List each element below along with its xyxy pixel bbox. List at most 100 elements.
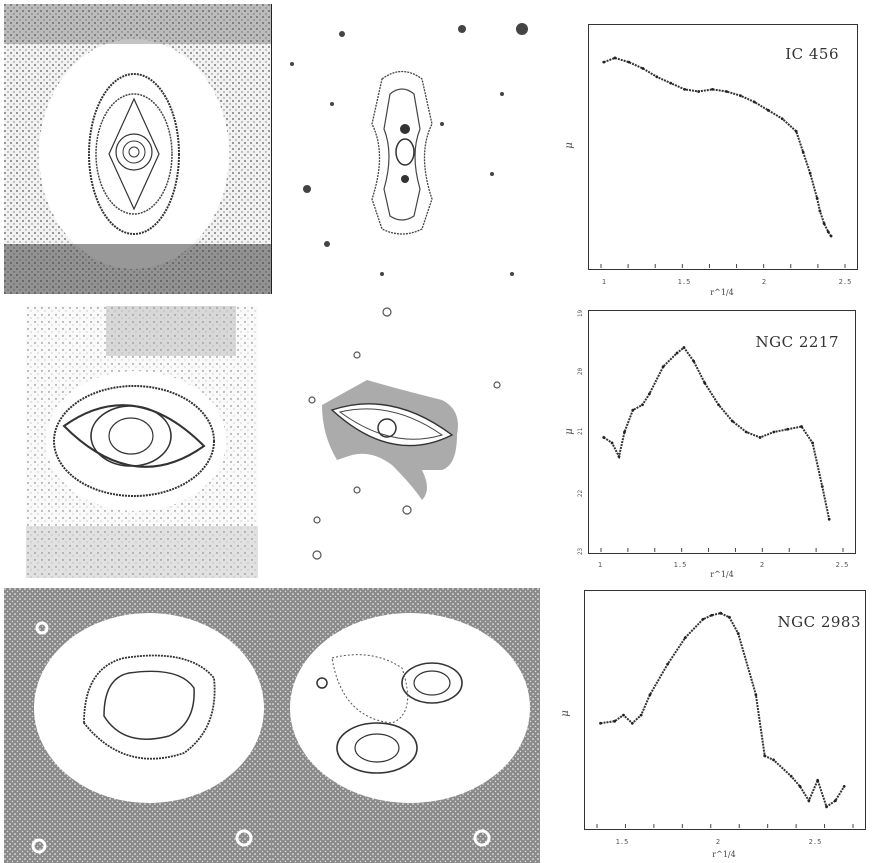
profile-point [717, 403, 720, 407]
ngc2983-xtick: 1.5 [615, 838, 629, 846]
ngc2217-profile-plot: NGC 2217 [588, 310, 856, 554]
ic456-contour-image-right [272, 4, 542, 294]
ngc2983-xtick: 2 [715, 838, 721, 846]
profile-point [825, 805, 828, 809]
profile-point [641, 67, 645, 70]
ngc2217-contour-image-left [26, 306, 258, 578]
ngc2217-xtick: 1.5 [673, 561, 687, 569]
profile-point [794, 129, 798, 133]
profile-point [811, 441, 814, 445]
profile-point [613, 56, 617, 60]
profile-point [623, 430, 626, 434]
ngc2983-xtick: 2.5 [808, 838, 822, 846]
profile-point [827, 517, 831, 521]
profile-point [815, 196, 819, 200]
profile-point [739, 94, 742, 98]
profile-point [648, 693, 652, 697]
profile-point [669, 81, 673, 85]
profile-point [630, 721, 634, 725]
contour-map [26, 306, 258, 578]
profile-point [820, 485, 824, 488]
profile-chart [600, 56, 846, 268]
profile-point [800, 425, 803, 428]
profile-point [682, 346, 686, 349]
profile-point [772, 430, 776, 434]
profile-point [725, 90, 728, 93]
profile-point [766, 108, 770, 112]
profile-point [631, 408, 635, 412]
profile-point [719, 611, 722, 615]
profile-point [772, 758, 775, 762]
profile-point [842, 785, 846, 788]
profile-point [833, 799, 837, 803]
profile-point [818, 209, 822, 213]
profile-point [816, 778, 820, 782]
profile-point [661, 365, 665, 368]
ngc2217-label: NGC 2217 [755, 333, 839, 351]
contour-map [4, 4, 272, 294]
ic456-ylabel: μ [563, 142, 575, 149]
ngc2217-contour-image-right [282, 300, 528, 580]
ic456-xtick: 2.5 [838, 278, 852, 286]
ngc2983-ylabel: μ [559, 710, 571, 717]
profile-point [754, 693, 758, 697]
ngc2983-label: NGC 2983 [777, 613, 861, 631]
profile-point [610, 441, 614, 445]
ngc2983-contour-image-left [4, 588, 272, 863]
profile-point [683, 636, 687, 640]
profile-point [701, 617, 705, 621]
profile-point [801, 150, 805, 154]
profile-line [603, 56, 832, 237]
ngc2217-ytick: 21 [577, 427, 585, 436]
profile-point [808, 171, 812, 175]
profile-point [617, 455, 621, 458]
profile-point [692, 359, 696, 363]
ic456-xtick: 1 [601, 278, 607, 286]
profile-point [675, 351, 679, 355]
profile-point [602, 60, 606, 64]
ngc2217-ytick: 23 [577, 547, 585, 556]
ngc2983-contour-image-right [272, 588, 540, 863]
profile-point [655, 75, 659, 79]
profile-point [666, 662, 670, 666]
profile-point [599, 721, 602, 725]
ngc2217-xtick: 2 [759, 561, 765, 569]
profile-point [780, 117, 784, 121]
profile-point [703, 381, 707, 385]
ngc2983-xlabel: r^1/4 [712, 850, 736, 859]
ic456-xtick: 2 [761, 278, 767, 286]
profile-point [641, 403, 644, 407]
profile-point [622, 713, 625, 717]
profile-point [736, 632, 740, 635]
profile-point [826, 230, 830, 234]
profile-point [744, 430, 748, 434]
ngc2217-xtick: 1 [597, 561, 603, 569]
profile-point [758, 436, 762, 439]
profile-line [600, 612, 846, 809]
profile-point [807, 799, 811, 803]
ngc2217-xlabel: r^1/4 [710, 570, 734, 579]
ngc2217-ylabel: μ [563, 428, 575, 435]
profile-point [639, 713, 643, 717]
contour-map [272, 4, 542, 294]
profile-line [603, 346, 831, 520]
profile-point [710, 613, 714, 617]
profile-point [789, 774, 793, 778]
ngc2217-ytick: 19 [577, 309, 585, 318]
profile-point [822, 222, 826, 225]
profile-point [683, 87, 687, 91]
profile-point [730, 419, 734, 423]
profile-point [829, 234, 833, 238]
ic456-xtick: 1.5 [677, 278, 691, 286]
profile-point [602, 436, 606, 439]
profile-point [711, 87, 714, 91]
contour-map [4, 588, 272, 863]
ic456-contour-image-left [4, 4, 272, 294]
profile-point [786, 427, 790, 431]
profile-point [648, 392, 651, 396]
ic456-profile-plot: IC 456 [588, 24, 858, 270]
ngc2217-ytick: 22 [577, 489, 585, 498]
profile-point [763, 754, 767, 758]
profile-point [697, 90, 700, 93]
